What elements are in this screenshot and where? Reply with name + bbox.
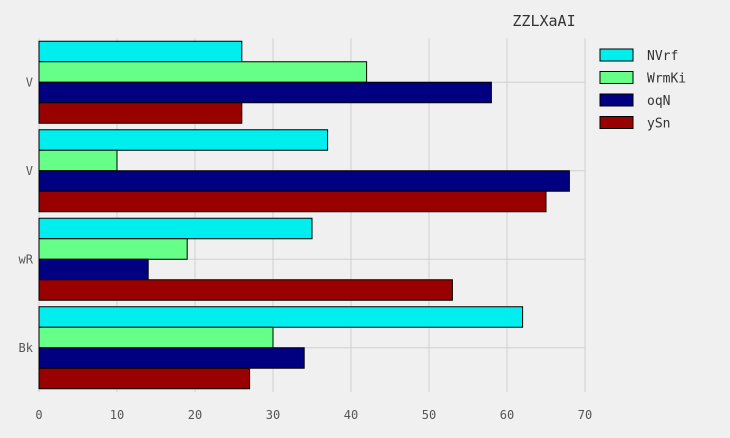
y-tick-label: V <box>26 164 33 178</box>
legend-swatch <box>600 72 633 84</box>
legend-label: oqN <box>647 94 670 109</box>
x-tick-label: 20 <box>188 408 202 422</box>
bar-ySn-1 <box>39 280 452 301</box>
legend-label: NVrf <box>647 49 678 64</box>
bar-WrmKi-2 <box>39 150 117 171</box>
chart-title: ZZLXaAI <box>512 12 575 30</box>
bar-NVrf-2 <box>39 130 328 151</box>
bar-WrmKi-0 <box>39 327 273 348</box>
y-tick-label: wR <box>19 252 34 266</box>
bar-NVrf-0 <box>39 307 523 328</box>
bar-oqN-1 <box>39 259 148 280</box>
legend-label: ySn <box>647 117 670 132</box>
legend-swatch <box>600 49 633 61</box>
bar-oqN-0 <box>39 348 304 369</box>
x-tick-label: 50 <box>422 408 436 422</box>
x-tick-label: 0 <box>35 408 42 422</box>
legend-swatch <box>600 117 633 129</box>
bar-WrmKi-1 <box>39 239 187 260</box>
legend-label: WrmKi <box>647 72 686 87</box>
legend: NVrf WrmKi oqN ySn <box>600 49 686 132</box>
x-tick-label: 10 <box>110 408 124 422</box>
bar-ySn-3 <box>39 103 242 124</box>
x-tick-label: 70 <box>578 408 592 422</box>
x-tick-label: 30 <box>266 408 280 422</box>
bar-NVrf-3 <box>39 41 242 62</box>
bar-oqN-2 <box>39 171 569 192</box>
bar-oqN-3 <box>39 82 491 103</box>
legend-swatch <box>600 94 633 106</box>
y-tick-label: V <box>26 75 33 89</box>
bar-ySn-0 <box>39 368 250 389</box>
x-tick-label: 60 <box>500 408 514 422</box>
bars <box>39 41 569 389</box>
bar-NVrf-1 <box>39 218 312 239</box>
x-tick-label: 40 <box>344 408 358 422</box>
bar-ySn-2 <box>39 191 546 212</box>
bar-WrmKi-3 <box>39 62 367 83</box>
y-tick-label: Bk <box>19 341 34 355</box>
